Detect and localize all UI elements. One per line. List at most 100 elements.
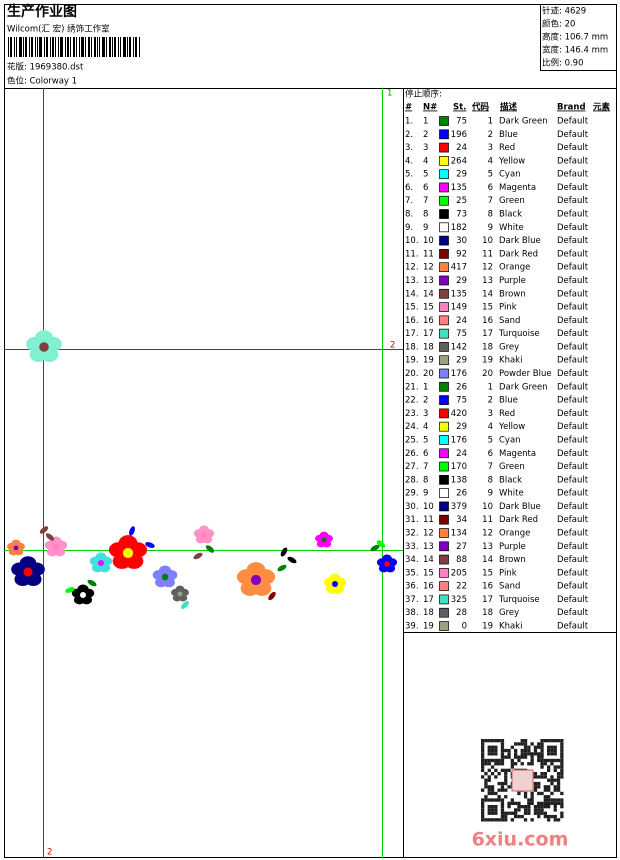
qr-module — [507, 748, 511, 753]
qr-module — [500, 755, 505, 759]
qr-module — [523, 745, 528, 749]
barcode-bar — [67, 37, 69, 57]
qr-module — [481, 758, 485, 763]
table-cell: 33. — [405, 542, 419, 552]
qr-module — [497, 762, 501, 766]
qr-module — [517, 814, 521, 819]
table-cell: 27 — [456, 542, 467, 552]
barcode-bar — [102, 37, 105, 57]
column-header: 描述 — [500, 102, 518, 113]
table-cell: 25 — [456, 196, 467, 206]
qr-module — [490, 758, 495, 763]
qr-module — [556, 775, 561, 779]
table-cell: 25. — [405, 435, 419, 445]
barcode-bar — [50, 37, 51, 57]
color-swatch — [439, 474, 449, 485]
table-cell: 135 — [451, 289, 467, 299]
qr-module — [507, 801, 511, 805]
table-cell: 176 — [451, 369, 467, 379]
color-swatch — [439, 129, 449, 140]
barcode-bar — [129, 37, 131, 57]
table-cell: 10 — [423, 236, 434, 246]
qr-module — [507, 805, 511, 809]
qr-module — [487, 768, 491, 772]
qr-module — [540, 765, 544, 769]
qr-module — [481, 814, 485, 819]
qr-module — [494, 768, 498, 772]
table-cell: 16 — [482, 582, 493, 592]
qr-module — [500, 742, 505, 746]
table-cell: 29. — [405, 489, 419, 499]
table-cell: 13 — [482, 276, 493, 286]
qr-module — [553, 818, 557, 822]
qr-module — [550, 798, 554, 802]
qr-module — [537, 775, 541, 779]
qr-module — [500, 811, 505, 815]
color-swatch — [439, 421, 449, 432]
qr-module — [504, 772, 508, 776]
qr-module — [560, 805, 564, 809]
qr-module — [520, 755, 524, 759]
qr-module — [497, 739, 501, 743]
table-cell: 7 — [423, 462, 428, 472]
qr-module — [523, 739, 528, 743]
qr-module — [520, 742, 524, 746]
color-swatch — [439, 581, 449, 592]
qr-module — [533, 785, 538, 789]
color-swatch — [439, 156, 449, 166]
table-cell: Default — [557, 210, 589, 220]
table-cell: 6 — [488, 183, 493, 193]
qr-module — [484, 781, 488, 786]
qr-module — [481, 788, 485, 792]
qr-module — [560, 755, 564, 759]
qr-module — [500, 758, 505, 763]
color-swatch — [439, 275, 449, 286]
info-line: 比例: 0.90 — [542, 58, 584, 69]
qr-module — [487, 805, 491, 809]
info-line: 宽度: 146.4 mm — [542, 45, 608, 56]
table-cell: 92 — [456, 249, 467, 259]
table-cell: 10 — [482, 236, 493, 246]
qr-module — [481, 748, 485, 753]
table-cell: 176 — [451, 435, 467, 445]
table-cell: 13 — [423, 542, 434, 552]
qr-module — [543, 739, 547, 743]
table-cell: Default — [557, 263, 589, 273]
table-cell: 196 — [451, 130, 467, 140]
qr-module — [543, 811, 547, 815]
table-cell: 420 — [451, 409, 467, 419]
flower-center — [321, 537, 327, 543]
qr-module — [553, 778, 557, 782]
barcode-bar — [118, 37, 119, 57]
barcode-bar — [52, 37, 54, 57]
qr-module — [487, 798, 491, 802]
table-cell: Dark Blue — [499, 236, 541, 246]
qr-module — [500, 762, 505, 766]
leaf — [87, 579, 97, 587]
qr-module — [517, 755, 521, 759]
table-cell: 1 — [488, 117, 493, 127]
flower-center — [201, 532, 207, 538]
table-cell: Blue — [499, 396, 518, 406]
table-cell: 7 — [488, 196, 493, 206]
table-cell: 27. — [405, 462, 419, 472]
table-cell: 18 — [423, 608, 434, 618]
qr-module — [481, 739, 485, 743]
color-swatch — [439, 235, 449, 246]
qr-module — [490, 788, 495, 792]
qr-module — [507, 785, 511, 789]
qr-module — [504, 788, 508, 792]
color-swatch — [439, 209, 449, 219]
qr-module — [537, 752, 541, 756]
barcode-bar — [8, 37, 9, 57]
qr-module — [504, 781, 508, 786]
qr-module — [540, 775, 544, 779]
table-cell: 34. — [405, 555, 419, 565]
qr-module — [547, 765, 551, 769]
table-cell: 4 — [423, 422, 428, 432]
table-cell: 4 — [488, 156, 493, 166]
qr-module — [560, 811, 564, 815]
qr-module — [547, 795, 551, 799]
table-cell: Khaki — [499, 356, 522, 366]
barcode-bar — [81, 37, 84, 57]
